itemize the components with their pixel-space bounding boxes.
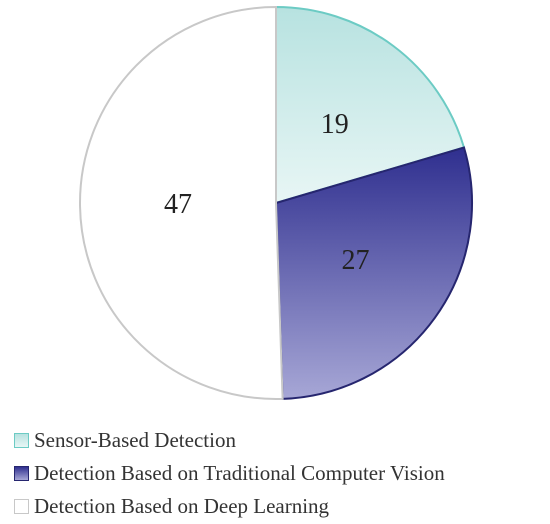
pie-slice-traditional-cv[interactable] bbox=[274, 146, 473, 400]
legend-label-sensor-based: Sensor-Based Detection bbox=[34, 428, 236, 452]
pie-slice-sensor-based[interactable] bbox=[275, 5, 466, 205]
pie-slice-deep-learning[interactable] bbox=[79, 5, 284, 400]
legend-swatch-sensor-based bbox=[14, 433, 29, 448]
legend-swatch-traditional-cv bbox=[14, 466, 29, 481]
legend-item-traditional-cv[interactable]: Detection Based on Traditional Computer … bbox=[14, 457, 550, 490]
legend: Sensor-Based Detection Detection Based o… bbox=[14, 424, 550, 523]
slice-value-label-sensor-based: 19 bbox=[321, 109, 349, 140]
legend-item-sensor-based[interactable]: Sensor-Based Detection bbox=[14, 424, 550, 457]
pie-chart-canvas: 19 27 47 bbox=[79, 5, 473, 400]
legend-label-deep-learning: Detection Based on Deep Learning bbox=[34, 494, 330, 518]
slice-value-label-traditional-cv: 27 bbox=[342, 245, 370, 276]
slices-layer bbox=[79, 5, 473, 400]
legend-swatch-deep-learning bbox=[14, 499, 29, 514]
legend-label-traditional-cv: Detection Based on Traditional Computer … bbox=[34, 461, 445, 485]
labels-layer: 19 27 47 bbox=[164, 109, 370, 276]
legend-item-deep-learning[interactable]: Detection Based on Deep Learning bbox=[14, 490, 550, 523]
slice-value-label-deep-learning: 47 bbox=[164, 189, 192, 220]
